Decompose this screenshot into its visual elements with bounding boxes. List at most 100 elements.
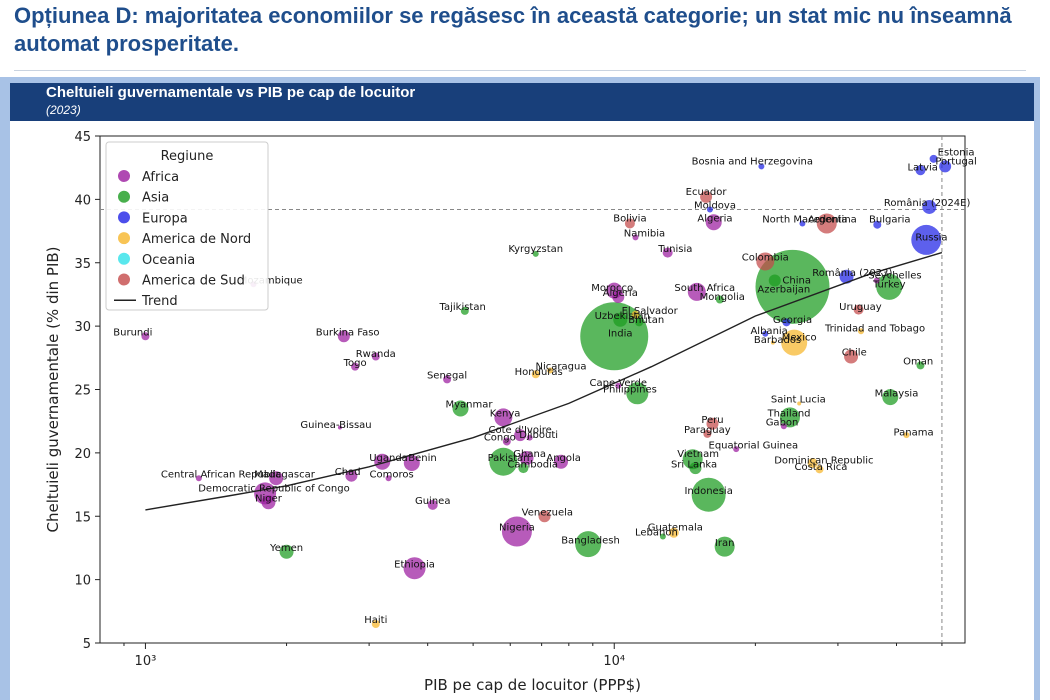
point-label: Dominican Republic	[774, 455, 873, 466]
point-label: Costa Rica	[794, 462, 847, 473]
legend-entry: America de Sud	[142, 274, 245, 289]
legend-entry: Europa	[142, 211, 188, 226]
point-label: Bulgaria	[869, 215, 910, 226]
point-label: Chad	[335, 467, 361, 478]
point-label: Trinidad and Tobago	[824, 324, 925, 335]
point-label: Ghana	[513, 449, 546, 460]
data-point	[770, 340, 775, 345]
point-label: Myanmar	[446, 400, 494, 411]
point-label: Guinea	[415, 496, 450, 507]
point-label: Nicaragua	[536, 362, 587, 373]
data-point	[374, 453, 391, 470]
legend-entry-trend: Trend	[141, 294, 178, 309]
trend-line	[145, 251, 943, 511]
data-point	[780, 423, 787, 430]
data-point	[501, 516, 532, 547]
data-point	[518, 463, 529, 474]
chart-title: Cheltuieli guvernamentale vs PIB pe cap …	[46, 84, 416, 101]
data-point	[689, 462, 702, 475]
data-point	[532, 250, 539, 257]
point-label: Ecuador	[686, 187, 728, 198]
data-point	[839, 269, 854, 284]
data-point	[807, 458, 818, 469]
point-label: Kyrgyzstan	[508, 244, 563, 255]
divider	[14, 70, 1026, 71]
point-label: Georgia	[773, 315, 812, 326]
data-point	[195, 475, 202, 482]
data-point	[873, 277, 880, 284]
point-label: Kenya	[490, 409, 521, 420]
legend-marker	[118, 252, 130, 265]
data-point	[815, 465, 824, 474]
data-point	[768, 274, 781, 287]
point-label: Philippines	[603, 385, 657, 396]
data-point	[733, 446, 740, 453]
data-point	[337, 330, 350, 343]
point-label: Namibia	[624, 229, 665, 240]
data-point	[700, 190, 713, 203]
point-label: Honduras	[515, 367, 563, 378]
data-point	[882, 389, 899, 406]
point-label: Uganda	[369, 453, 408, 464]
point-label: Portugal	[935, 156, 976, 167]
y-tick-label: 40	[74, 193, 91, 208]
point-label: Seychelles	[868, 270, 921, 281]
data-point	[911, 224, 942, 255]
point-label: Tunisia	[657, 244, 692, 255]
point-label: Tajikistan	[439, 302, 486, 313]
data-point	[632, 234, 639, 241]
point-label: Burkina Faso	[316, 327, 380, 338]
data-point	[526, 434, 533, 441]
point-label: Guinea-Bissau	[300, 420, 371, 431]
data-point	[452, 400, 469, 417]
data-point	[575, 531, 602, 558]
point-label: Turkey	[872, 279, 906, 290]
data-point	[799, 220, 806, 227]
y-tick-label: 35	[74, 257, 91, 272]
point-label: Thailand	[767, 409, 811, 420]
data-point	[612, 290, 625, 303]
point-label: Benin	[408, 453, 436, 464]
point-label: Barbados	[754, 335, 801, 346]
legend-entry: Africa	[142, 170, 179, 185]
point-label: China	[782, 275, 811, 286]
data-point	[844, 349, 859, 364]
point-label: Uruguay	[839, 302, 882, 313]
data-point	[922, 199, 937, 214]
data-point	[714, 536, 735, 557]
point-label: Mongolia	[700, 292, 745, 303]
data-point	[494, 408, 513, 427]
data-point	[371, 352, 380, 361]
data-point	[816, 213, 837, 234]
point-label: Sri Lanka	[671, 459, 717, 470]
x-tick-label: 10⁴	[603, 654, 625, 669]
y-tick-label: 30	[74, 320, 91, 335]
point-label: Oman	[903, 357, 933, 368]
point-label: Madagascar	[254, 469, 316, 480]
y-tick-label: 5	[83, 637, 91, 652]
chart-title-bar	[10, 83, 1034, 121]
data-point	[547, 367, 554, 374]
data-point	[939, 160, 952, 173]
data-point	[351, 362, 360, 371]
data-point	[758, 163, 765, 170]
point-label: Nigeria	[499, 523, 535, 534]
point-label: Cambodia	[507, 459, 558, 470]
data-point	[337, 425, 342, 430]
data-point	[261, 495, 276, 510]
data-point	[903, 432, 910, 439]
data-point	[916, 361, 925, 370]
point-label: Saint Lucia	[771, 395, 826, 406]
data-point	[755, 249, 830, 324]
data-point	[659, 533, 666, 540]
data-point	[538, 510, 551, 523]
data-point	[635, 318, 644, 327]
data-point	[403, 557, 426, 580]
point-label: Russia	[915, 232, 947, 243]
data-point	[715, 295, 724, 304]
data-point	[876, 273, 903, 300]
legend-entry: America de Nord	[142, 232, 251, 247]
point-label: Uzbekistan	[595, 311, 650, 322]
legend-marker	[118, 211, 130, 224]
